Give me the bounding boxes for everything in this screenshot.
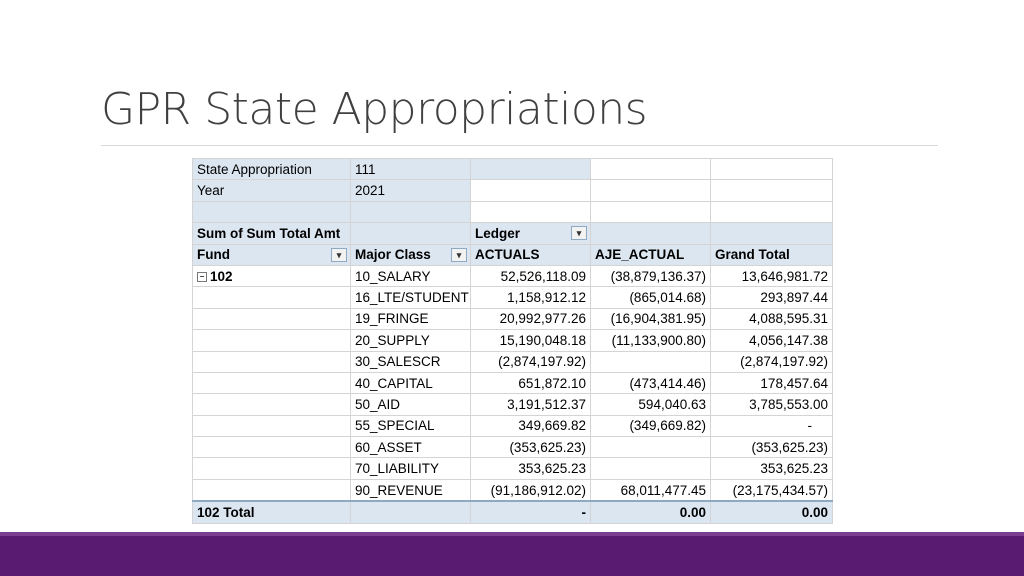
- grand-total-cell: 4,088,595.31: [710, 307, 833, 331]
- aje-cell: (38,879,136.37): [590, 264, 711, 288]
- actuals-cell: (2,874,197.92): [470, 350, 591, 373]
- actuals-cell: (353,625.23): [470, 436, 591, 459]
- filter-value-text: 2021: [355, 183, 386, 199]
- total-aje-cell: 0.00: [590, 500, 711, 524]
- aje-cell: (16,904,381.95): [590, 307, 711, 331]
- aje-cell: [590, 350, 711, 373]
- major-class-cell: 30_SALESCR: [350, 350, 471, 373]
- column-header-aje-actual: AJE_ACTUAL: [590, 243, 711, 266]
- grand-total-cell: 353,625.23: [710, 457, 833, 480]
- dropdown-icon[interactable]: ▾: [331, 247, 347, 262]
- collapse-icon[interactable]: −: [197, 272, 207, 283]
- aje-cell: 68,011,477.45: [590, 478, 711, 502]
- filter-button-cell: ▽: [470, 157, 591, 181]
- actuals-cell: 52,526,118.09: [470, 264, 591, 288]
- title-divider: [101, 145, 938, 146]
- footer-bar: [0, 532, 1024, 576]
- aje-cell: 594,040.63: [590, 393, 711, 416]
- major-class-cell: 16_LTE/STUDENT: [350, 286, 471, 309]
- major-class-cell: 55_SPECIAL: [350, 414, 471, 438]
- table-row: 55_SPECIAL 349,669.82 (349,669.82) -: [192, 414, 833, 438]
- grand-total-cell: 293,897.44: [710, 286, 833, 309]
- total-grand-total-cell: 0.00: [710, 500, 833, 524]
- actuals-cell: 349,669.82: [470, 414, 591, 438]
- filter-value[interactable]: 2021: [350, 179, 471, 202]
- grand-total-cell: 178,457.64: [710, 371, 833, 395]
- values-label: Sum of Sum Total Amt: [192, 222, 351, 245]
- major-class-cell: 19_FRINGE: [350, 307, 471, 331]
- grand-total-cell: 4,056,147.38: [710, 329, 833, 352]
- column-field-ledger[interactable]: Ledger ▾: [470, 222, 591, 245]
- table-row: 30_SALESCR (2,874,197.92) (2,874,197.92): [192, 350, 833, 373]
- major-class-cell: 60_ASSET: [350, 436, 471, 459]
- major-class-cell: 70_LIABILITY: [350, 457, 471, 480]
- dropdown-icon[interactable]: ▾: [451, 247, 467, 262]
- major-class-cell: 90_REVENUE: [350, 478, 471, 502]
- actuals-cell: (91,186,912.02): [470, 478, 591, 502]
- filter-row-state-appropriation: State Appropriation 111 ▽: [192, 157, 833, 181]
- actuals-cell: 15,190,048.18: [470, 329, 591, 352]
- column-header-actuals: ACTUALS: [470, 243, 591, 266]
- pivot-table: State Appropriation 111 ▽ Year 2021 ▽: [192, 157, 833, 524]
- actuals-cell: 1,158,912.12: [470, 286, 591, 309]
- pivot-header-row-1: Sum of Sum Total Amt Ledger ▾: [192, 222, 833, 245]
- major-class-cell: 50_AID: [350, 393, 471, 416]
- filter-button-cell: ▽: [470, 179, 591, 202]
- aje-cell: (11,133,900.80): [590, 329, 711, 352]
- row-field-fund[interactable]: Fund ▾: [192, 243, 351, 266]
- table-row: −102 10_SALARY 52,526,118.09 (38,879,136…: [192, 264, 833, 288]
- column-header-grand-total: Grand Total: [710, 243, 833, 266]
- grand-total-cell: 3,785,553.00: [710, 393, 833, 416]
- table-row: 70_LIABILITY 353,625.23 353,625.23: [192, 457, 833, 480]
- filter-label: Year: [192, 179, 351, 202]
- aje-cell: (473,414.46): [590, 371, 711, 395]
- pivot-table-screenshot: State Appropriation 111 ▽ Year 2021 ▽: [192, 157, 833, 526]
- major-class-cell: 10_SALARY: [350, 264, 471, 288]
- table-row: 19_FRINGE 20,992,977.26 (16,904,381.95) …: [192, 307, 833, 331]
- grand-total-cell: (23,175,434.57): [710, 478, 833, 502]
- filter-value[interactable]: 111: [350, 157, 471, 181]
- actuals-cell: 3,191,512.37: [470, 393, 591, 416]
- footer-accent-line: [0, 532, 1024, 536]
- group-label: 102: [210, 268, 233, 284]
- grand-total-cell: (353,625.23): [710, 436, 833, 459]
- actuals-cell: 353,625.23: [470, 457, 591, 480]
- slide-title: GPR State Appropriations: [101, 84, 648, 135]
- table-row: 20_SUPPLY 15,190,048.18 (11,133,900.80) …: [192, 329, 833, 352]
- filter-value-text: 111: [355, 161, 376, 177]
- column-field-label: Ledger: [475, 225, 521, 241]
- major-class-cell: 20_SUPPLY: [350, 329, 471, 352]
- row-field-major-class[interactable]: Major Class ▾: [350, 243, 471, 266]
- total-label: 102 Total: [192, 500, 351, 524]
- grand-total-cell: 13,646,981.72: [710, 264, 833, 288]
- actuals-cell: 651,872.10: [470, 371, 591, 395]
- grand-total-cell: -: [710, 414, 833, 438]
- table-row: 50_AID 3,191,512.37 594,040.63 3,785,553…: [192, 393, 833, 416]
- table-row: 40_CAPITAL 651,872.10 (473,414.46) 178,4…: [192, 371, 833, 395]
- table-row: 16_LTE/STUDENT 1,158,912.12 (865,014.68)…: [192, 286, 833, 309]
- dropdown-icon[interactable]: ▾: [571, 226, 587, 241]
- aje-cell: (349,669.82): [590, 414, 711, 438]
- aje-cell: [590, 436, 711, 459]
- table-row: 90_REVENUE (91,186,912.02) 68,011,477.45…: [192, 478, 833, 502]
- table-row: 60_ASSET (353,625.23) (353,625.23): [192, 436, 833, 459]
- aje-cell: (865,014.68): [590, 286, 711, 309]
- aje-cell: [590, 457, 711, 480]
- row-field-label: Major Class: [355, 247, 431, 263]
- total-actuals-cell: -: [470, 500, 591, 524]
- blank-row: [192, 200, 833, 224]
- row-field-label: Fund: [197, 247, 230, 263]
- major-class-cell: 40_CAPITAL: [350, 371, 471, 395]
- grand-total-cell: (2,874,197.92): [710, 350, 833, 373]
- pivot-header-row-2: Fund ▾ Major Class ▾ ACTUALS AJE_ACTUAL …: [192, 243, 833, 266]
- total-row: 102 Total - 0.00 0.00: [192, 500, 833, 524]
- actuals-cell: 20,992,977.26: [470, 307, 591, 331]
- filter-label: State Appropriation: [192, 157, 351, 181]
- group-cell[interactable]: −102: [192, 264, 351, 288]
- filter-row-year: Year 2021 ▽: [192, 179, 833, 202]
